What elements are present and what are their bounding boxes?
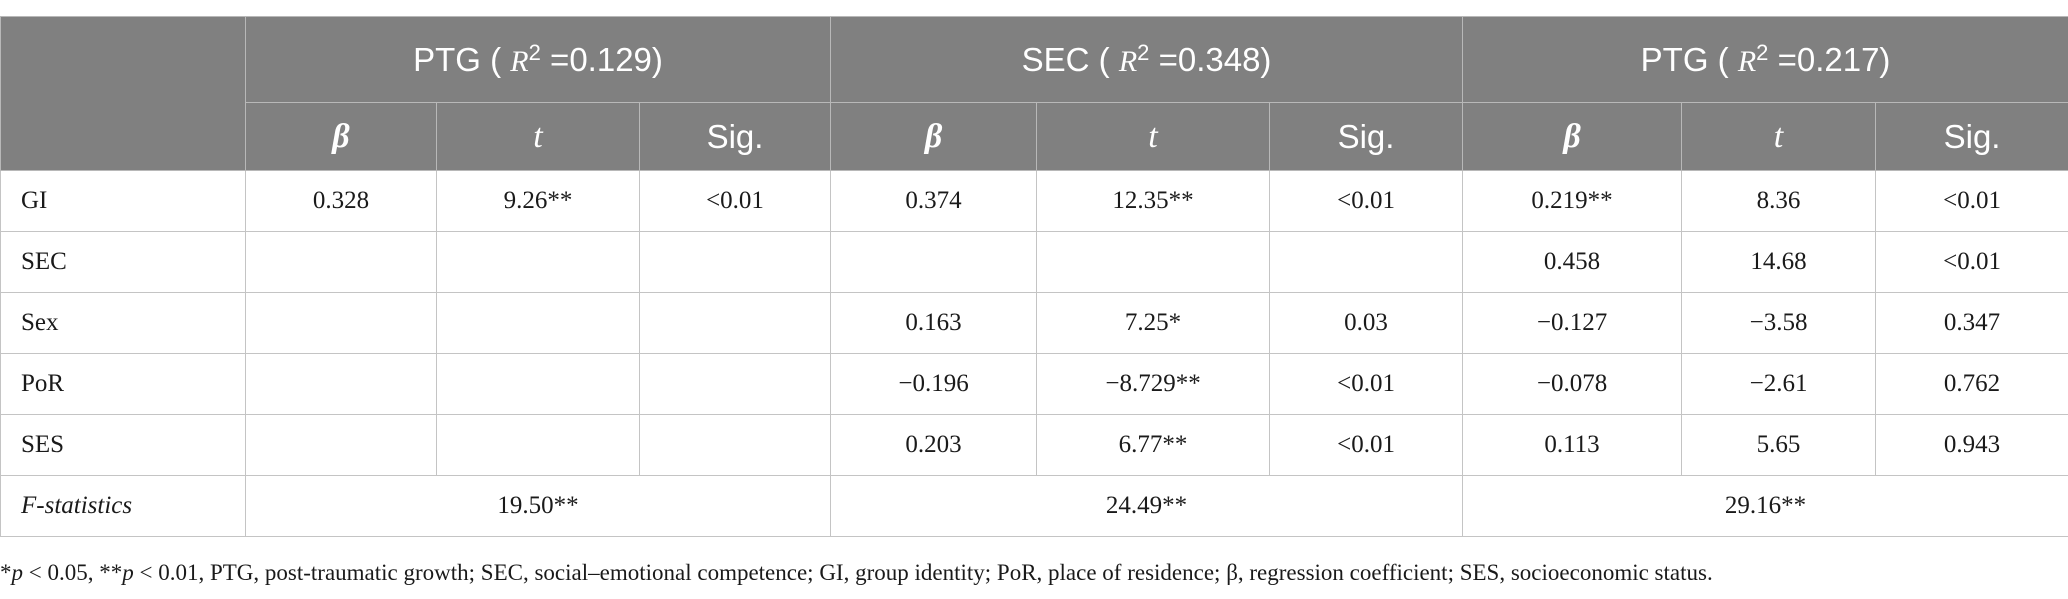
f-statistics-value: 29.16**: [1462, 475, 2068, 537]
r-squared-symbol: R2: [1737, 40, 1769, 78]
table-row: SEC 0.458 14.68 <0.01: [0, 231, 2068, 293]
table-cell: <0.01: [1269, 170, 1464, 232]
table-cell: 0.113: [1462, 414, 1683, 476]
sig-header: Sig.: [1875, 102, 2068, 171]
table-cell: [436, 292, 640, 354]
f-statistics-label: F-statistics: [0, 475, 246, 537]
t-header: t: [1681, 102, 1877, 171]
table-row: Sex 0.163 7.25* 0.03 −0.127 −3.58 0.347: [0, 292, 2068, 354]
table-cell: −2.61: [1681, 353, 1877, 415]
group-header-sec: SEC ( R2 =0.348): [830, 16, 1464, 103]
table-cell: [436, 231, 640, 293]
r-squared-symbol: R2: [510, 40, 541, 78]
group-header-label: PTG: [413, 41, 481, 78]
table-cell: [638, 231, 832, 293]
table-cell: 0.374: [830, 170, 1038, 232]
table-row: PoR −0.196 −8.729** <0.01 −0.078 −2.61 0…: [0, 353, 2068, 415]
r-squared-value: =0.217): [1777, 41, 1891, 78]
table-cell: 12.35**: [1036, 170, 1271, 232]
table-cell: [245, 414, 437, 476]
table-cell: −0.127: [1462, 292, 1683, 354]
table-cell: 0.943: [1875, 414, 2068, 476]
table-cell: 9.26**: [436, 170, 640, 232]
table-cell: 0.203: [830, 414, 1038, 476]
table-cell: 14.68: [1681, 231, 1877, 293]
table-cell: [638, 353, 832, 415]
r-squared-value: =0.348): [1158, 41, 1272, 78]
table-row: GI 0.328 9.26** <0.01 0.374 12.35** <0.0…: [0, 170, 2068, 232]
row-label: PoR: [0, 353, 246, 415]
table-cell: <0.01: [1269, 353, 1464, 415]
row-label: SEC: [0, 231, 246, 293]
table-footnote: *p < 0.05, **p < 0.01, PTG, post-traumat…: [0, 560, 1713, 585]
table-cell: [245, 353, 437, 415]
table-cell: <0.01: [1875, 170, 2068, 232]
table-cell: −0.196: [830, 353, 1038, 415]
table-cell: 0.762: [1875, 353, 2068, 415]
t-header: t: [1036, 102, 1271, 171]
beta-header: β: [1462, 102, 1683, 171]
sig-header: Sig.: [638, 102, 832, 171]
row-label: SES: [0, 414, 246, 476]
corner-header-cell: [0, 16, 246, 171]
table-cell: [1036, 231, 1271, 293]
regression-table: PTG ( R2 =0.129) SEC ( R2 =0.348) PTG ( …: [0, 16, 2068, 537]
row-label: GI: [0, 170, 246, 232]
row-label: Sex: [0, 292, 246, 354]
table-cell: <0.01: [1269, 414, 1464, 476]
table-cell: 5.65: [1681, 414, 1877, 476]
f-statistics-value: 24.49**: [830, 475, 1464, 537]
table-cell: [436, 353, 640, 415]
f-statistics-value: 19.50**: [244, 475, 832, 537]
table-cell: −0.078: [1462, 353, 1683, 415]
sig-header: Sig.: [1269, 102, 1464, 171]
group-header-label: PTG: [1640, 41, 1709, 78]
table-cell: 0.03: [1269, 292, 1464, 354]
table-cell: 7.25*: [1036, 292, 1271, 354]
table-cell: 0.163: [830, 292, 1038, 354]
table-cell: [245, 231, 437, 293]
table-cell: [1269, 231, 1464, 293]
sub-header-row: β t Sig. β t Sig. β t Sig.: [1, 102, 2068, 171]
table-cell: 0.219**: [1462, 170, 1683, 232]
table-cell: 0.328: [245, 170, 437, 232]
table-cell: <0.01: [1875, 231, 2068, 293]
group-header-row: PTG ( R2 =0.129) SEC ( R2 =0.348) PTG ( …: [0, 16, 2068, 171]
r-squared-value: =0.129): [550, 41, 663, 78]
table-cell: 0.458: [1462, 231, 1683, 293]
beta-header: β: [245, 102, 437, 171]
table-cell: −3.58: [1681, 292, 1877, 354]
table-cell: 6.77**: [1036, 414, 1271, 476]
table-cell: 8.36: [1681, 170, 1877, 232]
table-cell: [436, 414, 640, 476]
f-statistics-row: F-statistics 19.50** 24.49** 29.16**: [0, 475, 2068, 537]
group-header-label: SEC: [1021, 41, 1090, 78]
regression-table-container: PTG ( R2 =0.129) SEC ( R2 =0.348) PTG ( …: [0, 16, 2068, 537]
table-cell: −8.729**: [1036, 353, 1271, 415]
table-cell: [830, 231, 1038, 293]
group-header-ptg-2: PTG ( R2 =0.217): [1462, 16, 2068, 103]
t-header: t: [436, 102, 640, 171]
table-row: SES 0.203 6.77** <0.01 0.113 5.65 0.943: [0, 414, 2068, 476]
table-cell: [638, 292, 832, 354]
table-cell: [638, 414, 832, 476]
group-header-ptg-1: PTG ( R2 =0.129): [244, 16, 832, 103]
table-cell: <0.01: [638, 170, 832, 232]
table-cell: [245, 292, 437, 354]
r-squared-symbol: R2: [1118, 40, 1150, 78]
beta-header: β: [830, 102, 1038, 171]
table-cell: 0.347: [1875, 292, 2068, 354]
